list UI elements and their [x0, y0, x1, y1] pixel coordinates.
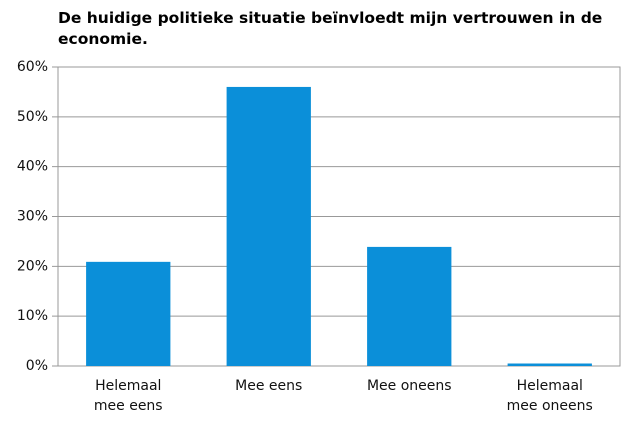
chart-title: De huidige politieke situatie beïnvloedt… — [58, 9, 603, 48]
y-tick-label: 60% — [17, 59, 48, 75]
y-tick-label: 10% — [17, 308, 48, 324]
y-tick-label: 20% — [17, 258, 48, 274]
y-tick-label: 40% — [17, 159, 48, 175]
bar — [367, 246, 452, 366]
y-tick-label: 50% — [17, 109, 48, 125]
x-tick-label: Helemaal mee eens — [93, 378, 163, 414]
x-tick-label: Mee eens — [235, 378, 303, 394]
y-tick-label: 0% — [26, 358, 48, 374]
bar — [86, 261, 171, 366]
x-tick-label: Helemaal mee oneens — [506, 378, 593, 414]
bar — [507, 363, 592, 366]
x-tick-label: Mee oneens — [366, 378, 452, 394]
y-tick-label: 30% — [17, 209, 48, 225]
bar — [226, 86, 311, 366]
